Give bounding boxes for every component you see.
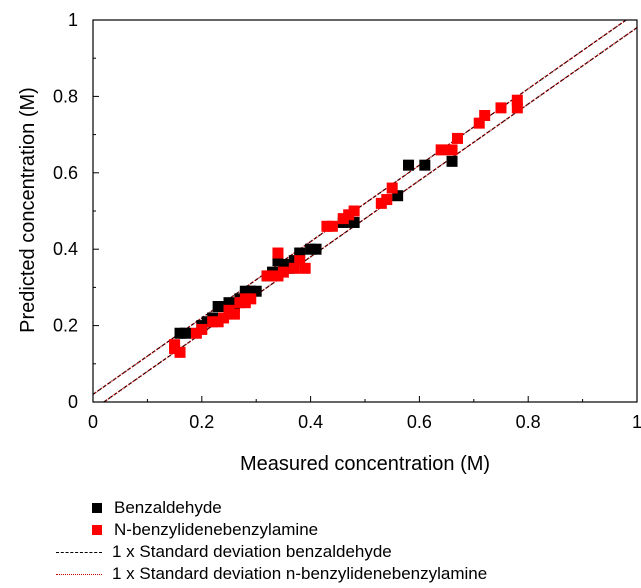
data-point-benzaldehyde-25	[392, 190, 404, 202]
data-point-n-benzylidenebenzylamine-30	[446, 144, 458, 156]
data-point-n-benzylidenebenzylamine-9	[228, 308, 240, 320]
data-point-n-benzylidenebenzylamine-2	[174, 346, 186, 358]
x-axis-label: Measured concentration (M)	[240, 453, 490, 475]
y-tick-label: 0	[68, 392, 78, 412]
data-point-n-benzylidenebenzylamine-7	[218, 312, 230, 324]
legend-label: 1 x Standard deviation n-benzylidenebenz…	[112, 564, 488, 583]
data-point-benzaldehyde-26	[403, 159, 415, 171]
data-point-n-benzylidenebenzylamine-36	[511, 94, 523, 106]
x-tick-label: 1	[632, 412, 641, 432]
data-point-n-benzylidenebenzylamine-14	[261, 270, 273, 282]
y-tick-label: 1	[68, 10, 78, 30]
data-point-benzaldehyde-20	[294, 247, 306, 259]
data-point-n-benzylidenebenzylamine-20	[299, 262, 311, 274]
data-point-benzaldehyde-24	[348, 216, 360, 228]
x-tick-label: 0	[88, 412, 98, 432]
data-point-n-benzylidenebenzylamine-18	[288, 262, 300, 274]
chart-svg: 0 0.2 0.4 0.6 0.8 1 0 0.2 0.4 0.6 0.8 1 Measured co…	[17, 10, 641, 475]
legend-label: 1 x Standard deviation benzaldehyde	[112, 542, 392, 561]
data-point-benzaldehyde-1	[179, 327, 191, 339]
data-point-n-benzylidenebenzylamine-16	[272, 247, 284, 259]
data-point-n-benzylidenebenzylamine-35	[511, 102, 523, 114]
data-point-n-benzylidenebenzylamine-29	[435, 144, 447, 156]
data-point-n-benzylidenebenzylamine-34	[495, 102, 507, 114]
data-point-n-benzylidenebenzylamine-13	[245, 293, 257, 305]
y-tick-label: 0.8	[53, 86, 78, 106]
legend-label: Benzaldehyde	[114, 498, 222, 517]
data-point-n-benzylidenebenzylamine-27	[381, 194, 393, 206]
data-point-n-benzylidenebenzylamine-25	[348, 205, 360, 217]
legend-label: N-benzylidenebenzylamine	[114, 520, 319, 539]
data-point-n-benzylidenebenzylamine-32	[473, 117, 485, 129]
data-point-n-benzylidenebenzylamine-31	[451, 132, 463, 144]
x-tick-label: 0.6	[407, 412, 432, 432]
data-point-benzaldehyde-27	[419, 159, 431, 171]
black-square-marker-icon	[92, 503, 102, 513]
x-tick-label: 0.4	[298, 412, 323, 432]
y-tick-label: 0.4	[53, 239, 78, 259]
y-tick-label: 0.2	[53, 316, 78, 336]
x-tick-label: 0.2	[189, 412, 214, 432]
data-point-n-benzylidenebenzylamine-19	[294, 255, 306, 267]
data-point-n-benzylidenebenzylamine-4	[196, 323, 208, 335]
x-tick-label: 0.8	[516, 412, 541, 432]
dotted-line-icon	[56, 574, 102, 575]
data-point-n-benzylidenebenzylamine-17	[277, 266, 289, 278]
data-point-n-benzylidenebenzylamine-28	[386, 182, 398, 194]
data-point-n-benzylidenebenzylamine-33	[479, 110, 491, 121]
data-point-benzaldehyde-22	[310, 243, 322, 255]
y-tick-label: 0.6	[53, 163, 78, 183]
data-point-n-benzylidenebenzylamine-22	[326, 220, 338, 232]
dashed-line-icon	[56, 552, 102, 553]
data-point-benzaldehyde-13	[250, 285, 262, 297]
axis-ticks: 0 0.2 0.4 0.6 0.8 1 0 0.2 0.4 0.6 0.8 1	[53, 10, 641, 432]
data-points	[169, 94, 523, 358]
sd-line-1-1	[103, 27, 638, 403]
red-square-marker-icon	[92, 525, 102, 535]
y-axis-label: Predicted concentration (M)	[17, 87, 39, 333]
data-point-benzaldehyde-28	[446, 155, 458, 167]
